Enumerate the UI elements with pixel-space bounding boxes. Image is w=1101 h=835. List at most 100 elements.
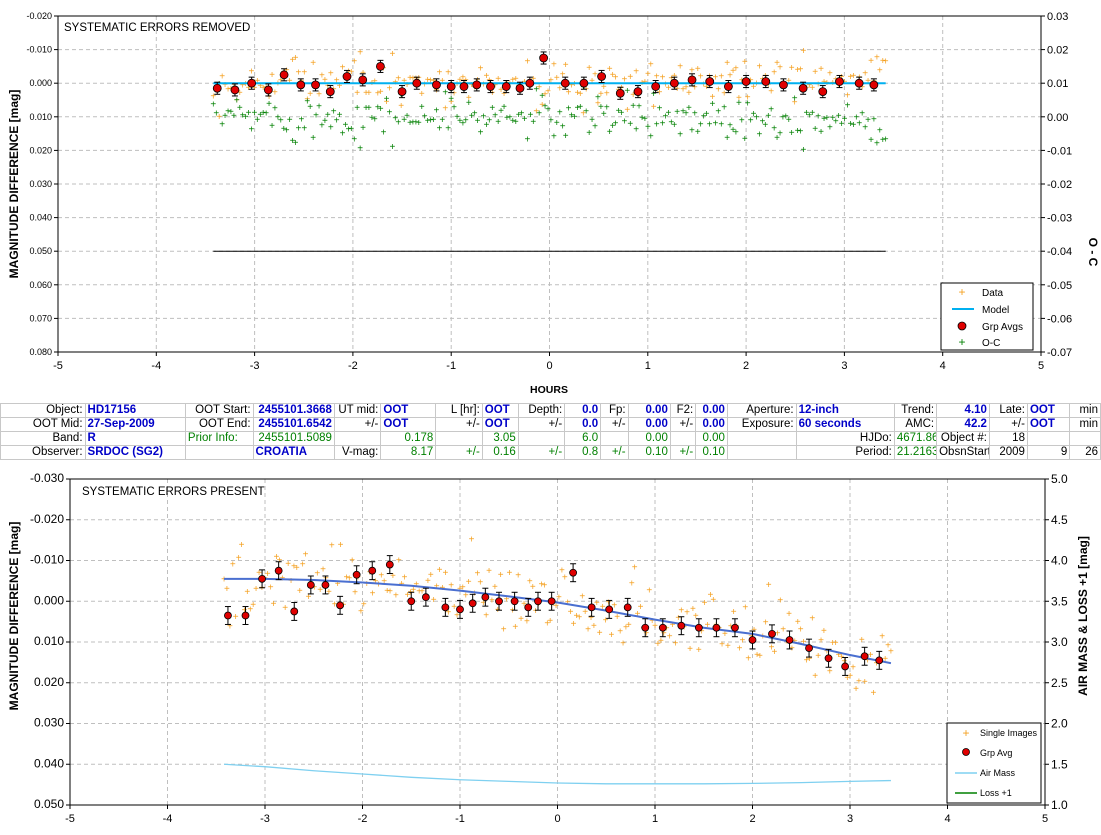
group-average-point <box>835 77 844 86</box>
data-point: + <box>466 93 472 104</box>
oc-point: + <box>445 123 451 134</box>
data-point: + <box>351 56 357 67</box>
data-point: + <box>548 75 554 86</box>
data-point: + <box>293 53 299 64</box>
oc-point: + <box>492 110 498 121</box>
oc-point: + <box>298 114 304 125</box>
oc-point: + <box>478 128 484 139</box>
air-mass-line <box>224 763 891 785</box>
group-average-point <box>623 603 632 612</box>
data-point: + <box>827 667 833 678</box>
data-point: + <box>366 88 372 99</box>
data-point: + <box>501 89 507 100</box>
oc-point: + <box>877 125 883 136</box>
y-tick-label: 0.020 <box>29 145 52 155</box>
oc-point: + <box>343 120 349 131</box>
data-point: + <box>728 621 734 632</box>
data-point: + <box>442 104 448 115</box>
oc-point: + <box>319 120 325 131</box>
oc-point: + <box>260 108 266 119</box>
data-point: + <box>282 603 288 614</box>
data-point: + <box>378 87 384 98</box>
info-cell: +/- <box>517 417 566 432</box>
data-point: + <box>585 624 591 635</box>
data-point: + <box>588 613 594 624</box>
legend-single-images: Single Images <box>980 728 1038 738</box>
group-average-point <box>824 654 833 663</box>
data-point: + <box>718 72 724 83</box>
y-tick-label: 0.060 <box>29 280 52 290</box>
group-average-point <box>230 85 240 95</box>
oc-point: + <box>293 138 299 149</box>
oc-point: + <box>251 108 257 119</box>
y-tick-label: 0.040 <box>34 756 64 770</box>
group-average-point <box>412 78 422 88</box>
data-point: + <box>818 64 824 75</box>
data-point: + <box>260 83 266 94</box>
info-cell: 21.2163544 <box>893 445 938 460</box>
data-point: + <box>373 577 379 588</box>
data-point: + <box>742 57 748 68</box>
data-point: + <box>358 607 364 618</box>
group-average-point <box>515 83 525 93</box>
oc-point: + <box>284 126 290 137</box>
data-point: + <box>845 91 851 102</box>
data-point: + <box>571 619 577 630</box>
data-point: + <box>740 636 746 647</box>
data-point: + <box>798 625 804 636</box>
data-point: + <box>274 552 280 563</box>
oc-point: + <box>757 130 763 141</box>
group-average-point <box>274 566 283 575</box>
info-cell <box>1026 431 1071 446</box>
data-point: + <box>507 568 513 579</box>
info-cell: 18 <box>988 431 1028 446</box>
top-x-axis-label: HOURS <box>530 384 568 396</box>
data-point: + <box>301 68 307 79</box>
y2-tick-label: -0.05 <box>1047 280 1072 292</box>
group-average-point <box>258 574 266 583</box>
x-tick-label: -1 <box>455 813 465 825</box>
info-cell: OOT <box>1026 403 1071 418</box>
data-point: + <box>815 80 821 91</box>
oc-point: + <box>301 123 307 134</box>
oc-point: + <box>516 110 522 121</box>
data-point: + <box>329 541 335 552</box>
info-row: Observer: SRDOC (SG2) CROATIA V-mag: 8.17 +/-… <box>0 445 1101 460</box>
info-cell <box>726 431 797 446</box>
data-point: + <box>724 58 730 69</box>
group-average-point <box>579 78 589 88</box>
data-point: + <box>824 647 830 658</box>
data-point: + <box>436 68 442 79</box>
x-tick-label: -2 <box>358 813 368 825</box>
data-point: + <box>483 71 489 82</box>
oc-point: + <box>742 134 748 145</box>
data-point: + <box>227 621 233 632</box>
data-point: + <box>658 636 664 647</box>
oc-point: + <box>830 113 836 124</box>
data-point: + <box>306 592 312 603</box>
data-point: + <box>722 629 728 640</box>
oc-point: + <box>307 102 313 113</box>
data-point: + <box>486 566 492 577</box>
info-cell: Period: <box>795 445 895 460</box>
group-average-point <box>358 75 368 85</box>
data-point: + <box>620 638 626 649</box>
y2-tick-label: 0.00 <box>1047 112 1068 124</box>
oc-point: + <box>434 106 440 117</box>
data-point: + <box>375 89 381 100</box>
info-cell <box>669 431 697 446</box>
x-tick-label: 1 <box>645 360 651 372</box>
data-point: + <box>798 65 804 76</box>
data-point: + <box>619 83 625 94</box>
data-point: + <box>566 87 572 98</box>
bottom-air-mass-line <box>224 763 891 785</box>
data-point: + <box>680 84 686 95</box>
group-average-point <box>468 599 477 608</box>
oc-point: + <box>439 115 445 126</box>
data-point: + <box>660 73 666 84</box>
data-point: + <box>801 637 807 648</box>
y2-tick-label: 1.0 <box>1051 798 1068 812</box>
data-point: + <box>603 616 609 627</box>
info-cell: Band: <box>0 431 86 446</box>
data-point: + <box>710 92 716 103</box>
